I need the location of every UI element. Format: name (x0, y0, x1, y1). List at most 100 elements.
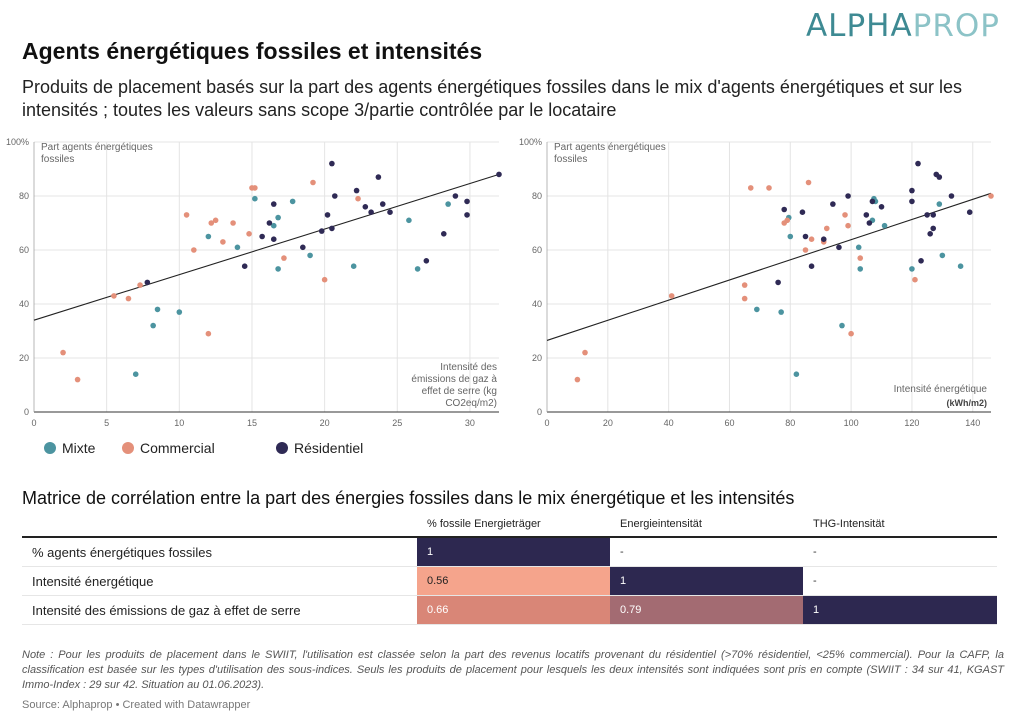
point-residentiel (270, 236, 277, 242)
legend-item-mixte: Mixte (44, 440, 95, 456)
scatter-ghg-intensity: 0 20 40 60 80 100% 0 5 10 15 20 25 30 Part agents éne… (6, 137, 502, 428)
point-mixte (414, 266, 421, 272)
point-residentiel (808, 263, 815, 269)
legend-item-commercial: Commercial (122, 440, 215, 456)
point-residentiel (845, 193, 851, 199)
point-commercial (191, 247, 197, 253)
point-commercial (60, 349, 66, 356)
point-mixte (275, 214, 281, 221)
point-residentiel (318, 228, 325, 234)
point-mixte (939, 252, 946, 259)
point-residentiel (362, 204, 369, 210)
matrix-cell: - (803, 566, 997, 596)
point-commercial (988, 193, 994, 199)
y-tick-label: 0 (537, 407, 542, 417)
matrix-row-label: % agents énergétiques fossiles (22, 537, 417, 567)
point-residentiel (878, 204, 885, 210)
point-residentiel (966, 209, 973, 215)
alphaprop-logo: ALPHAPROP (806, 8, 1000, 44)
point-residentiel (496, 171, 502, 178)
point-residentiel (331, 193, 338, 199)
x-tick-label: 20 (603, 418, 613, 428)
point-residentiel (368, 209, 374, 215)
matrix-col-header: THG-Intensität (803, 514, 997, 538)
point-residentiel (930, 212, 937, 218)
x-tick-label: 20 (320, 418, 330, 428)
scatter-energy-intensity: 0 20 40 60 80 100% 0 20 40 60 80 100 120 140 Part agen… (519, 137, 994, 428)
point-residentiel (869, 198, 876, 205)
x-axis-label: émissions de gaz à (411, 374, 497, 385)
y-axis-label: fossiles (41, 154, 74, 165)
point-commercial (220, 239, 226, 245)
legend-swatch-commercial (122, 442, 134, 454)
point-commercial (212, 217, 219, 224)
point-residentiel (830, 201, 836, 207)
point-residentiel (375, 174, 382, 180)
point-commercial (574, 376, 581, 383)
point-residentiel (915, 160, 921, 167)
point-residentiel (936, 174, 943, 180)
point-mixte (252, 195, 258, 202)
point-mixte (778, 309, 784, 315)
point-commercial (74, 376, 81, 383)
matrix-row: Intensité énergétique 0.56 1 - (22, 566, 997, 596)
y-tick-label: 20 (532, 353, 542, 363)
point-residentiel (300, 244, 306, 251)
legend-label-mixte: Mixte (62, 440, 96, 456)
point-commercial (912, 276, 918, 283)
trend-line (546, 192, 992, 341)
point-mixte (176, 309, 183, 315)
point-commercial (230, 220, 236, 226)
point-mixte (132, 371, 139, 377)
point-commercial (741, 282, 748, 288)
point-commercial (183, 212, 190, 218)
point-residentiel (909, 198, 915, 205)
point-residentiel (836, 244, 842, 251)
point-mixte (307, 252, 313, 259)
point-residentiel (948, 193, 955, 199)
point-commercial (355, 195, 361, 202)
point-commercial (208, 220, 215, 226)
point-commercial (125, 295, 132, 302)
point-mixte (855, 244, 862, 251)
legend-label-commercial: Commercial (140, 440, 215, 456)
point-residentiel (930, 225, 937, 232)
y-tick-label: 40 (532, 299, 542, 309)
matrix-col-header: Energieintensität (610, 514, 803, 538)
matrix-header-row: % fossile Energieträger Energieintensitä… (22, 514, 997, 538)
point-residentiel (144, 279, 151, 286)
matrix-cell: - (610, 537, 803, 567)
point-residentiel (324, 212, 331, 218)
matrix-cell: 1 (803, 595, 997, 625)
point-mixte (936, 201, 943, 207)
y-tick-label: 100% (519, 137, 542, 147)
point-mixte (857, 266, 864, 272)
point-residentiel (241, 263, 248, 269)
point-mixte (839, 322, 845, 329)
point-mixte (881, 222, 888, 229)
point-commercial (137, 282, 143, 288)
y-tick-label: 80 (532, 191, 542, 201)
y-tick-label: 40 (19, 299, 29, 309)
point-residentiel (464, 212, 470, 218)
x-tick-label: 25 (392, 418, 402, 428)
y-tick-label: 60 (532, 245, 542, 255)
point-commercial (857, 255, 864, 261)
x-tick-label: 5 (104, 418, 109, 428)
point-commercial (582, 349, 588, 356)
point-mixte (150, 322, 156, 329)
point-mixte (445, 201, 451, 207)
point-commercial (310, 179, 316, 186)
point-mixte (406, 217, 412, 224)
legend: Mixte Commercial Résidentiel (44, 440, 464, 462)
point-commercial (741, 295, 748, 302)
point-residentiel (464, 198, 470, 205)
x-tick-label: 60 (724, 418, 734, 428)
point-residentiel (440, 231, 447, 237)
point-mixte (270, 222, 277, 229)
point-commercial (848, 330, 854, 337)
point-residentiel (270, 201, 277, 207)
point-residentiel (259, 233, 265, 240)
point-residentiel (927, 231, 933, 237)
point-residentiel (452, 193, 459, 199)
